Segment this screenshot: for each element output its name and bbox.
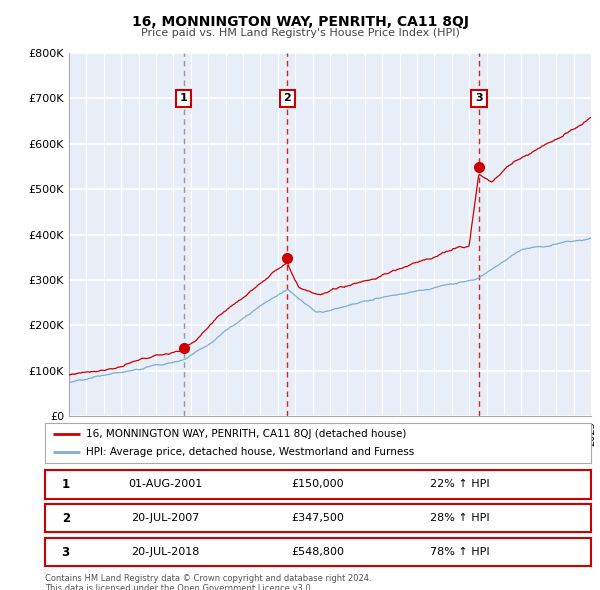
Text: 2: 2: [284, 93, 292, 103]
Text: Price paid vs. HM Land Registry's House Price Index (HPI): Price paid vs. HM Land Registry's House …: [140, 28, 460, 38]
Text: £548,800: £548,800: [292, 548, 344, 557]
Text: 16, MONNINGTON WAY, PENRITH, CA11 8QJ: 16, MONNINGTON WAY, PENRITH, CA11 8QJ: [131, 15, 469, 29]
Text: HPI: Average price, detached house, Westmorland and Furness: HPI: Average price, detached house, West…: [86, 447, 414, 457]
Text: 1: 1: [62, 478, 70, 491]
Text: £150,000: £150,000: [292, 480, 344, 489]
Text: Contains HM Land Registry data © Crown copyright and database right 2024.
This d: Contains HM Land Registry data © Crown c…: [45, 574, 371, 590]
Text: 16, MONNINGTON WAY, PENRITH, CA11 8QJ (detached house): 16, MONNINGTON WAY, PENRITH, CA11 8QJ (d…: [86, 430, 406, 440]
Text: 28% ↑ HPI: 28% ↑ HPI: [430, 513, 490, 523]
Text: 2: 2: [62, 512, 70, 525]
Text: 1: 1: [179, 93, 187, 103]
Text: 20-JUL-2007: 20-JUL-2007: [131, 513, 199, 523]
Text: 20-JUL-2018: 20-JUL-2018: [131, 548, 199, 557]
Text: £347,500: £347,500: [292, 513, 344, 523]
Text: 78% ↑ HPI: 78% ↑ HPI: [430, 548, 490, 557]
Text: 01-AUG-2001: 01-AUG-2001: [128, 480, 202, 489]
Text: 3: 3: [475, 93, 482, 103]
Text: 22% ↑ HPI: 22% ↑ HPI: [430, 480, 490, 489]
Text: 3: 3: [62, 546, 70, 559]
